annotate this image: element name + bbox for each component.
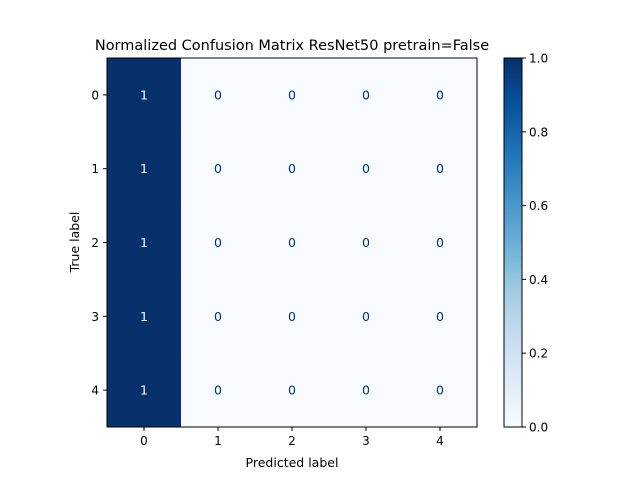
cell-value-r3-c0: 1 [140, 309, 148, 324]
matrix-cell-r3-c4 [403, 279, 478, 354]
x-tick-label: 1 [214, 434, 222, 448]
colorbar-tick-label: 0.2 [529, 347, 548, 361]
cell-value-r4-c2: 0 [288, 383, 296, 398]
cell-value-r4-c1: 0 [214, 383, 222, 398]
y-tick-label: 4 [91, 384, 99, 398]
y-tick-label: 1 [91, 162, 99, 176]
matrix-cell-r3-c1 [181, 279, 256, 354]
y-tick-label: 3 [91, 310, 99, 324]
cell-value-r4-c3: 0 [362, 383, 370, 398]
cell-value-r0-c0: 1 [140, 87, 148, 102]
x-tick-label: 3 [362, 434, 370, 448]
matrix-cell-r2-c3 [329, 205, 404, 280]
colorbar-tick-label: 0.0 [529, 421, 548, 435]
y-axis-label: True label [67, 212, 82, 274]
matrix-cell-r3-c3 [329, 279, 404, 354]
x-tick-label: 4 [436, 434, 444, 448]
matrix-cell-r2-c4 [403, 205, 478, 280]
matrix-cell-r0-c2 [255, 58, 330, 133]
colorbar-tick-label: 0.8 [529, 125, 548, 139]
matrix-cell-r4-c3 [329, 353, 404, 428]
colorbar-tick-label: 0.4 [529, 273, 548, 287]
cell-value-r1-c4: 0 [436, 161, 444, 176]
y-tick-label: 2 [91, 236, 99, 250]
cell-value-r4-c0: 1 [140, 383, 148, 398]
matrix-cell-r0-c0 [107, 58, 182, 133]
cell-value-r4-c4: 0 [436, 383, 444, 398]
x-axis-label: Predicted label [246, 455, 339, 470]
cell-value-r2-c4: 0 [436, 235, 444, 250]
matrix-cell-r4-c0 [107, 353, 182, 428]
matrix-cell-r2-c2 [255, 205, 330, 280]
y-tick-label: 0 [91, 88, 99, 102]
matrix-cell-r1-c1 [181, 131, 256, 207]
cell-value-r2-c0: 1 [140, 235, 148, 250]
matrix-cells [107, 58, 478, 428]
matrix-cell-r1-c3 [329, 131, 404, 207]
matrix-cell-r3-c0 [107, 279, 182, 354]
cell-value-r1-c0: 1 [140, 161, 148, 176]
y-axis-ticks: 0 1 2 3 4 [91, 88, 107, 398]
cell-value-r3-c4: 0 [436, 309, 444, 324]
matrix-cell-r1-c2 [255, 131, 330, 207]
colorbar [503, 57, 523, 428]
cell-value-r3-c1: 0 [214, 309, 222, 324]
matrix-cell-r1-c0 [107, 131, 182, 207]
colorbar-ticks: 0.0 0.2 0.4 0.6 0.8 1.0 [522, 52, 548, 435]
cell-value-r1-c3: 0 [362, 161, 370, 176]
matrix-cell-r4-c1 [181, 353, 256, 428]
cell-value-r0-c2: 0 [288, 87, 296, 102]
matrix-cell-labels: 1 0 0 0 0 1 0 0 0 0 1 0 0 0 0 1 0 0 0 0 1 0 0 0 0 [140, 87, 444, 397]
matrix-cell-r4-c4 [403, 353, 478, 428]
cell-value-r2-c1: 0 [214, 235, 222, 250]
cell-value-r0-c3: 0 [362, 87, 370, 102]
cell-value-r2-c3: 0 [362, 235, 370, 250]
x-tick-label: 0 [140, 434, 148, 448]
matrix-cell-r4-c2 [255, 353, 330, 428]
cell-value-r0-c4: 0 [436, 87, 444, 102]
chart-title: Normalized Confusion Matrix ResNet50 pre… [95, 38, 489, 54]
cell-value-r3-c3: 0 [362, 309, 370, 324]
matrix-cell-r0-c3 [329, 58, 404, 133]
cell-value-r3-c2: 0 [288, 309, 296, 324]
matrix-cell-r3-c2 [255, 279, 330, 354]
colorbar-tick-label: 0.6 [529, 199, 548, 213]
cell-value-r1-c1: 0 [214, 161, 222, 176]
cell-value-r0-c1: 0 [214, 87, 222, 102]
x-axis-ticks: 0 1 2 3 4 [140, 427, 444, 448]
matrix-cell-r0-c4 [403, 58, 478, 133]
colorbar-tick-label: 1.0 [529, 52, 548, 66]
cell-value-r2-c2: 0 [288, 235, 296, 250]
matrix-cell-r2-c0 [107, 205, 182, 280]
matrix-cell-r2-c1 [181, 205, 256, 280]
x-tick-label: 2 [288, 434, 296, 448]
matrix-cell-r1-c4 [403, 131, 478, 207]
matrix-cell-r0-c1 [181, 58, 256, 133]
cell-value-r1-c2: 0 [288, 161, 296, 176]
